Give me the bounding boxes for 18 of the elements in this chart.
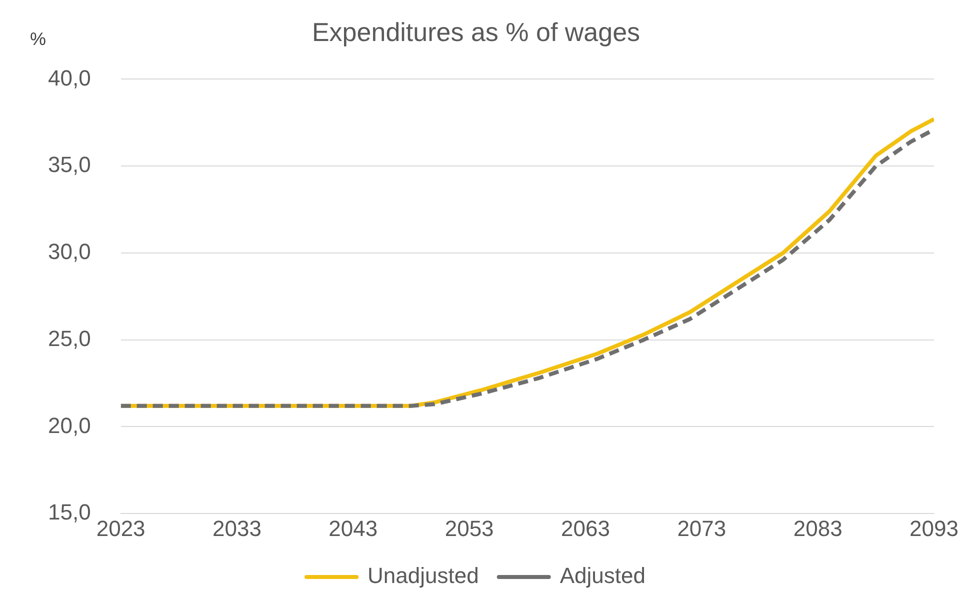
y-axis-title: % [30, 29, 46, 50]
y-tick-label: 20,0 [48, 412, 91, 438]
legend-label: Unadjusted [368, 563, 479, 588]
x-tick-label: 2073 [677, 516, 726, 541]
x-tick-label: 2063 [561, 516, 610, 541]
y-tick-label: 35,0 [48, 152, 91, 178]
x-tick-label: 2083 [793, 516, 842, 541]
x-tick-label: 2033 [212, 516, 262, 541]
chart-title: Expenditures as % of wages [312, 16, 640, 47]
y-tick-label: 25,0 [48, 326, 91, 351]
x-tick-label: 2043 [328, 516, 378, 541]
y-tick-label: 30,0 [48, 239, 91, 264]
legend-label: Adjusted [560, 563, 646, 588]
x-tick-label: 2023 [96, 516, 146, 541]
x-tick-label: 2093 [910, 516, 958, 541]
y-tick-label: 15,0 [48, 500, 91, 525]
x-tick-label: 2053 [444, 516, 494, 541]
y-tick-label: 40,0 [48, 65, 91, 90]
